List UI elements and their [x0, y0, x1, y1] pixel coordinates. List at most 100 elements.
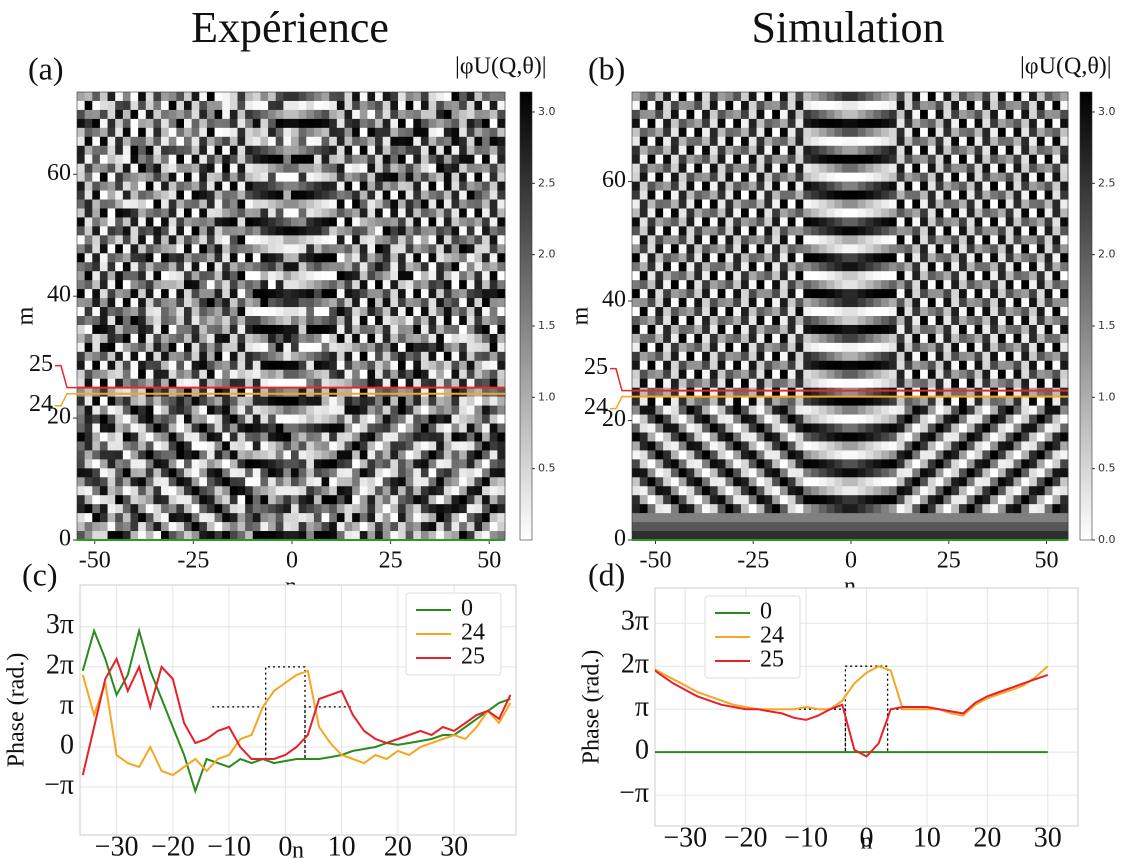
heat-cell	[725, 199, 734, 209]
heat-cell	[222, 423, 231, 433]
heat-cell	[275, 477, 284, 487]
heat-cell	[184, 307, 193, 317]
heat-cell	[313, 378, 322, 389]
heat-cell	[420, 459, 429, 469]
heat-cell	[390, 468, 399, 478]
heat-cell	[222, 414, 231, 424]
heat-cell	[795, 459, 804, 469]
heat-cell	[678, 477, 687, 487]
heat-cell	[359, 423, 368, 433]
heat-cell	[138, 450, 147, 460]
heat-cell	[107, 280, 116, 290]
heat-cell	[352, 154, 361, 165]
heat-cell	[153, 235, 162, 245]
heat-cell	[214, 423, 223, 433]
heat-cell	[912, 307, 921, 317]
heat-cell	[803, 244, 812, 254]
heat-cell	[168, 531, 177, 541]
heat-cell	[176, 280, 185, 290]
heat-cell	[268, 450, 277, 460]
heat-cell	[420, 369, 429, 380]
heat-cell	[138, 468, 147, 478]
heat-cell	[725, 414, 734, 424]
heat-cell	[321, 163, 330, 174]
heat-cell	[329, 289, 338, 299]
heat-cell	[321, 92, 330, 102]
heat-cell	[873, 289, 882, 299]
heat-cell	[474, 414, 483, 424]
heat-cell	[489, 495, 498, 505]
heat-cell	[443, 280, 452, 290]
heat-cell	[943, 450, 952, 460]
heat-cell	[733, 271, 742, 281]
heat-cell	[748, 360, 757, 371]
heat-cell	[99, 486, 108, 496]
heat-cell	[229, 432, 238, 442]
heat-cell	[436, 459, 445, 469]
heat-cell	[717, 459, 726, 469]
heat-cell	[678, 92, 687, 102]
heat-cell	[382, 459, 391, 469]
heat-cell	[130, 486, 139, 496]
heat-cell	[647, 477, 656, 487]
heat-cell	[260, 432, 269, 442]
heat-cell	[865, 280, 874, 290]
heat-cell	[99, 333, 108, 344]
heat-cell	[405, 226, 414, 236]
heat-cell	[122, 92, 131, 102]
heat-cell	[436, 369, 445, 380]
heat-cell	[466, 262, 475, 272]
heat-cell	[826, 208, 835, 218]
heat-cell	[405, 199, 414, 209]
heat-cell	[959, 271, 968, 281]
heat-cell	[881, 154, 890, 165]
heat-cell	[678, 324, 687, 335]
heat-cell	[888, 208, 898, 218]
heat-cell	[663, 208, 672, 218]
heat-cell	[291, 378, 300, 389]
heat-cell	[733, 333, 742, 344]
heat-cell	[405, 342, 414, 353]
heat-cell	[795, 226, 804, 236]
heat-cell	[367, 199, 376, 209]
heat-cell	[84, 459, 93, 469]
heat-cell	[176, 226, 185, 236]
heat-cell	[115, 414, 124, 424]
heat-cell	[92, 307, 101, 317]
heat-cell	[904, 298, 913, 308]
heat-cell	[842, 486, 851, 496]
heat-cell	[138, 441, 147, 451]
heat-cell	[772, 387, 781, 398]
heat-cell	[153, 387, 162, 398]
heat-cell	[306, 423, 315, 433]
heat-cell	[176, 154, 185, 165]
heat-cell	[834, 280, 843, 290]
heat-cell	[959, 154, 968, 165]
heat-cell	[842, 333, 851, 344]
heat-cell	[787, 387, 796, 398]
heat-cell	[904, 378, 913, 389]
heat-cell	[245, 253, 254, 263]
heat-cell	[260, 333, 269, 344]
heat-cell	[443, 513, 452, 523]
heat-cell	[153, 360, 162, 371]
heat-cell	[375, 226, 384, 236]
heat-cell	[632, 118, 641, 129]
heat-cell	[375, 253, 384, 263]
heat-cell	[725, 307, 734, 317]
heat-cell	[252, 316, 261, 326]
heat-cell	[702, 154, 711, 165]
heat-cell	[153, 531, 162, 541]
heat-cell	[77, 423, 86, 433]
heat-cell	[443, 414, 452, 424]
heat-cell	[99, 253, 108, 263]
heat-cell	[943, 414, 952, 424]
heat-cell	[787, 351, 796, 362]
heat-cell	[99, 531, 108, 541]
heat-cell	[367, 298, 376, 308]
heat-cell	[655, 414, 664, 424]
heat-cell	[145, 118, 154, 129]
heat-cell	[779, 387, 789, 398]
heat-cell	[283, 459, 292, 469]
heat-cell	[466, 271, 475, 281]
